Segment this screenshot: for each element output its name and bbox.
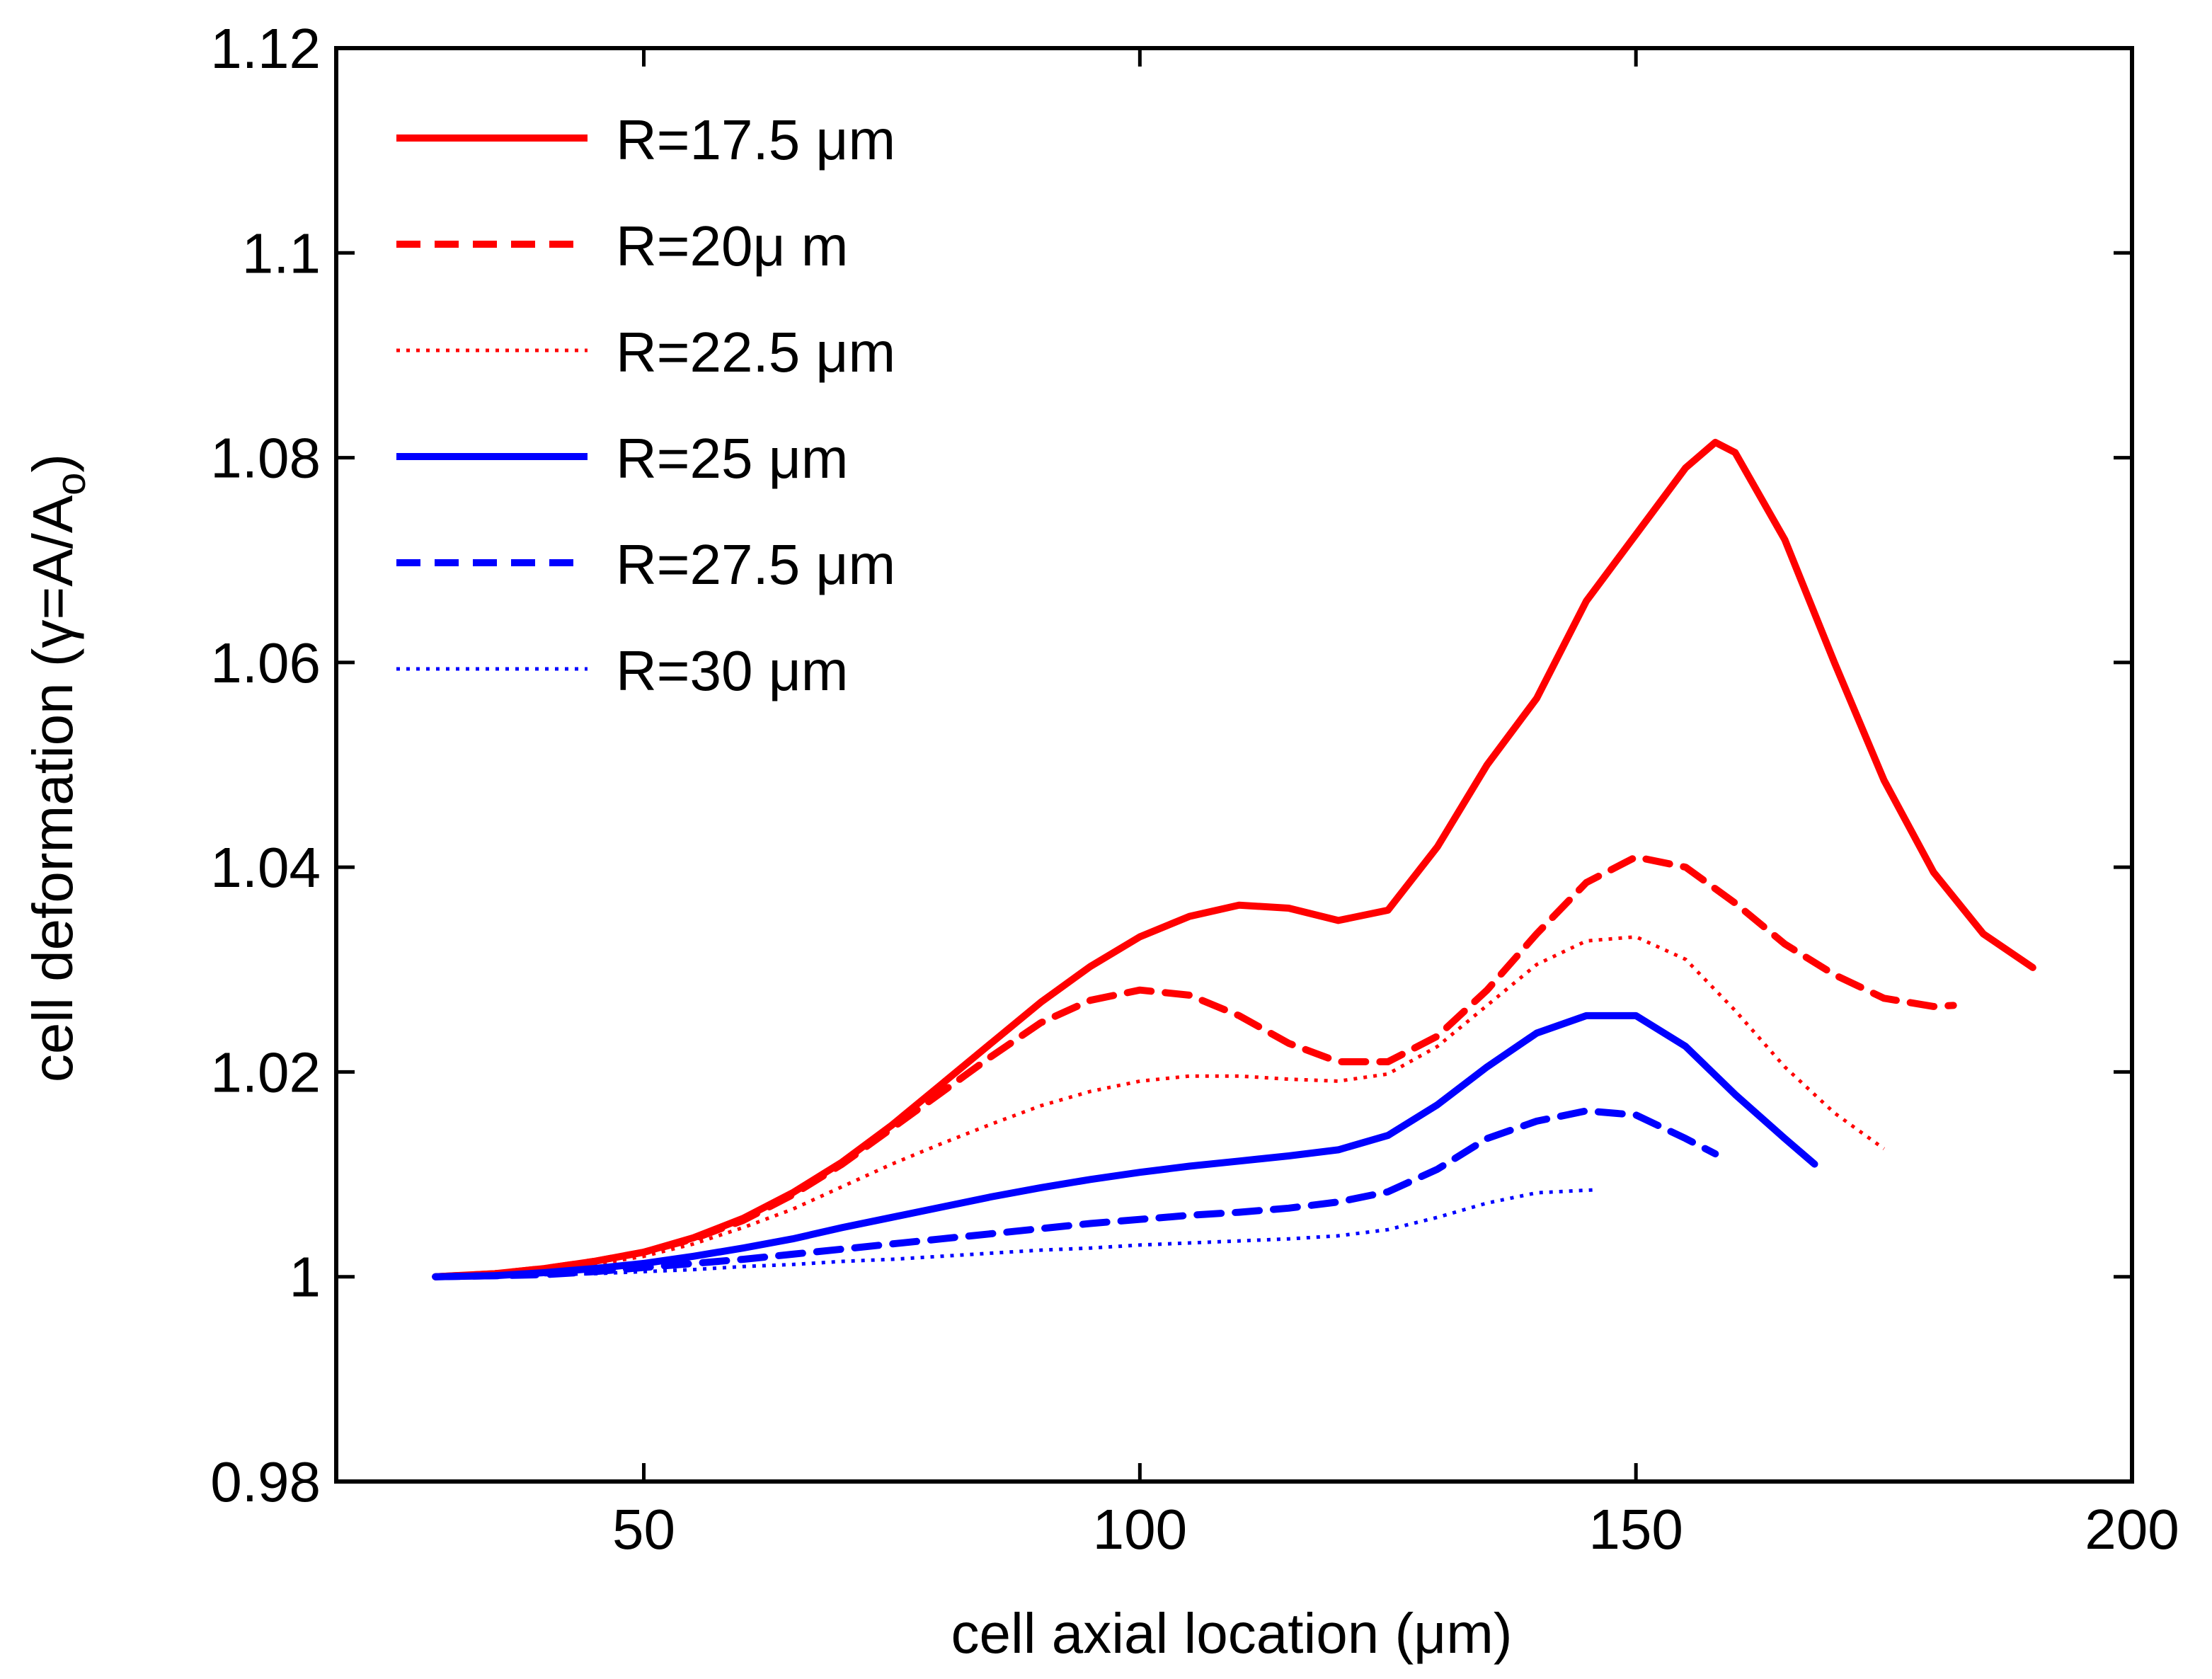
legend-label-2: R=20μ m bbox=[616, 214, 848, 277]
series-line-5 bbox=[432, 1107, 1719, 1280]
legend-label-5: R=27.5 μm bbox=[616, 533, 895, 596]
series-layer bbox=[432, 438, 2036, 1280]
y-tick-label: 1.12 bbox=[210, 17, 321, 80]
legend-label-4: R=25 μm bbox=[616, 427, 848, 490]
x-tick-label: 150 bbox=[1588, 1498, 1683, 1561]
y-tick-label: 0.98 bbox=[210, 1450, 321, 1513]
legend-label-3: R=22.5 μm bbox=[616, 321, 895, 384]
legend-label-6: R=30 μm bbox=[616, 639, 848, 702]
y-axis-label-main: cell deformation (γ=A/A bbox=[21, 495, 84, 1082]
y-axis-label: cell deformation (γ=A/Ao) bbox=[21, 454, 94, 1082]
series-line-4 bbox=[432, 1012, 1818, 1280]
series-line-6 bbox=[435, 1188, 1597, 1279]
x-tick-label: 50 bbox=[612, 1498, 675, 1561]
y-axis-label-close: ) bbox=[21, 454, 84, 473]
y-tick-label: 1.1 bbox=[242, 222, 321, 285]
y-tick-label: 1.06 bbox=[210, 631, 321, 694]
y-tick-label: 1.02 bbox=[210, 1041, 321, 1104]
tick-layer: 50 100 150 200 0.98 1 1.02 1.04 1.06 1.08 1.1 1.12 bbox=[210, 17, 2179, 1561]
x-axis-label: cell axial location (μm) bbox=[951, 1602, 1512, 1665]
x-tick-label: 100 bbox=[1093, 1498, 1187, 1561]
plot-area-frame bbox=[334, 46, 2134, 1484]
y-axis-label-subscript: o bbox=[48, 473, 94, 495]
x-tick-label: 200 bbox=[2085, 1498, 2179, 1561]
legend-label-1: R=17.5 μm bbox=[616, 108, 895, 171]
y-tick-label: 1 bbox=[290, 1246, 321, 1309]
y-tick-label: 1.04 bbox=[210, 836, 321, 899]
y-tick-label: 1.08 bbox=[210, 427, 321, 490]
series-line-2 bbox=[432, 853, 1957, 1280]
legend: R=17.5 μm R=20μ m R=22.5 μm R=25 μm R=27.5 μ… bbox=[396, 108, 895, 702]
